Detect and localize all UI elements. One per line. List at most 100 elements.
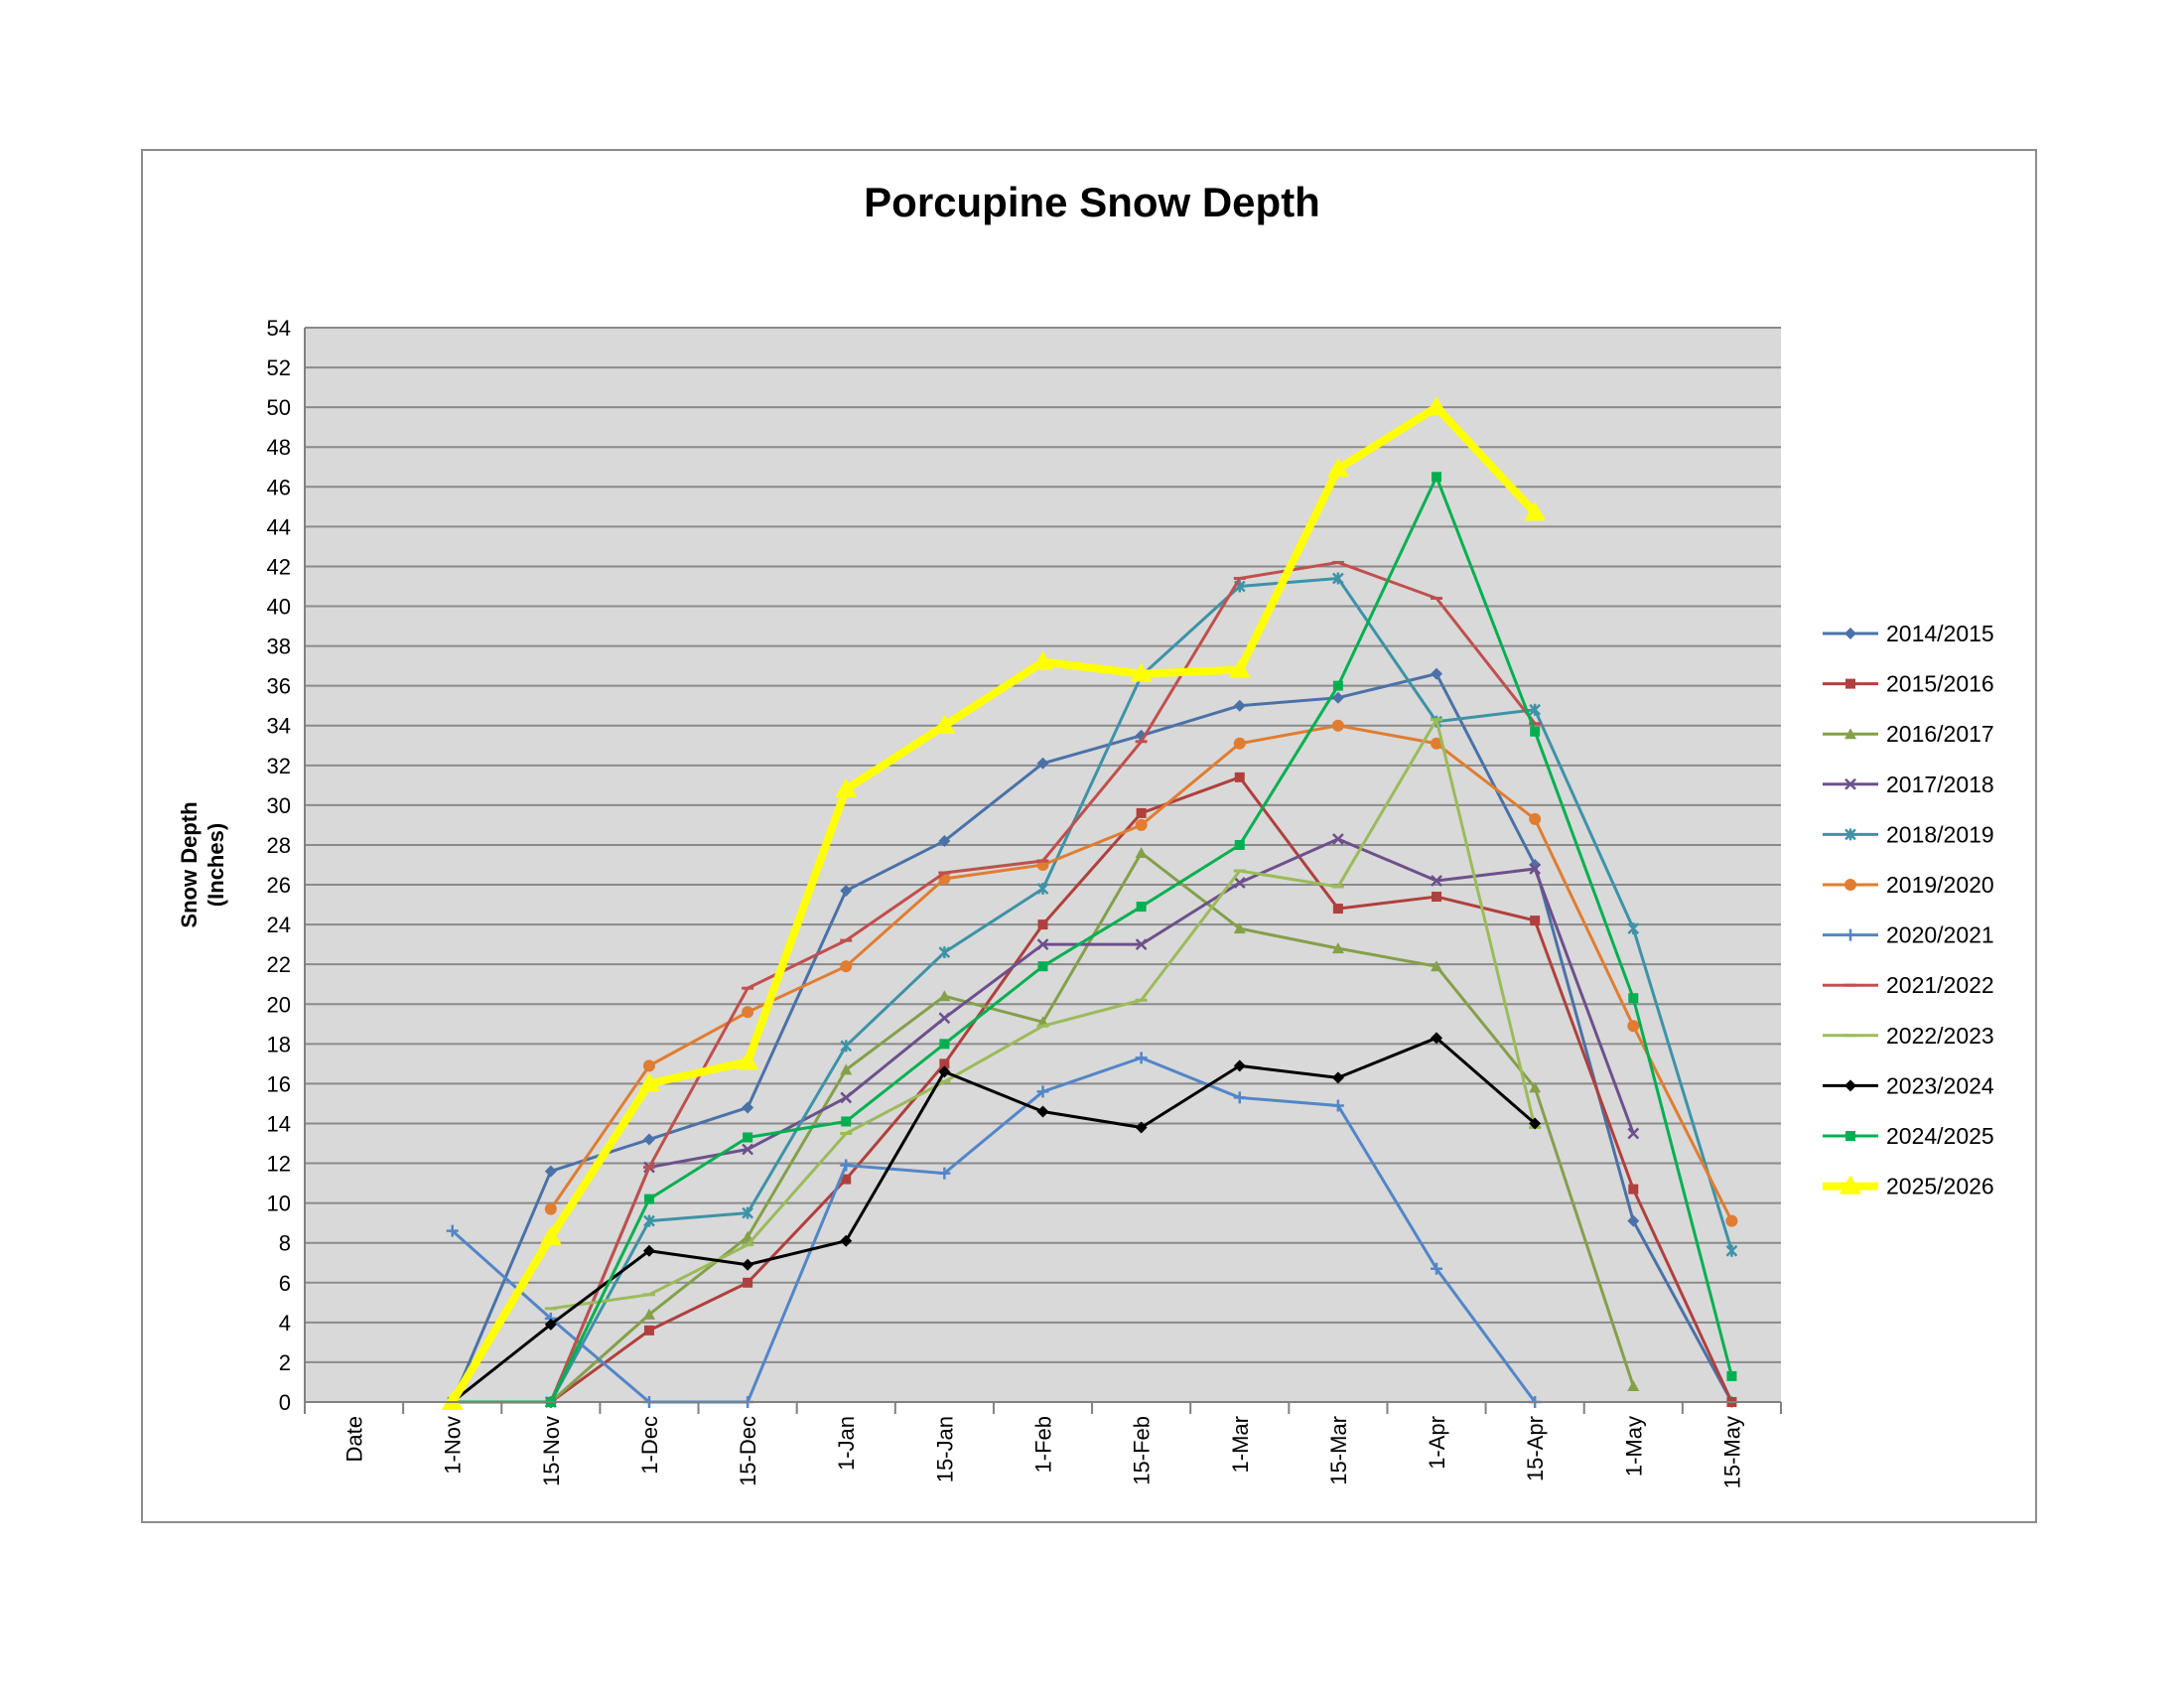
x-tick-label: 15-Mar [1326, 1416, 1351, 1485]
data-point [742, 1230, 754, 1242]
series-2020-2021 [446, 1052, 1542, 1408]
data-point [1228, 658, 1251, 678]
series-line [549, 837, 1635, 1403]
data-point [1627, 922, 1640, 935]
data-point [544, 1202, 557, 1215]
data-point [840, 1040, 853, 1053]
data-point [643, 1325, 654, 1336]
data-point [1136, 902, 1147, 913]
chart-title: Porcupine Snow Depth [864, 179, 1320, 225]
legend-label: 2014/2015 [1886, 621, 1994, 646]
legend-item: 2016/2017 [1823, 721, 1994, 747]
y-tick-label: 42 [267, 554, 291, 579]
data-point [1332, 680, 1343, 691]
data-point [1628, 1184, 1639, 1195]
data-point [1627, 1127, 1640, 1140]
y-tick-label: 26 [267, 873, 291, 898]
data-point [1431, 737, 1443, 750]
data-point [1036, 1105, 1049, 1118]
y-tick-label: 54 [267, 316, 291, 341]
data-point [1844, 928, 1856, 941]
series-line [449, 403, 1539, 1405]
data-point [939, 1039, 950, 1050]
data-point [1332, 572, 1344, 585]
series-2019-2020 [544, 719, 1738, 1227]
legend-label: 2016/2017 [1886, 721, 1994, 747]
legend-item: 2014/2015 [1823, 621, 1994, 646]
data-point [1529, 703, 1542, 716]
y-axis-title: Snow Depth(Inches) [177, 801, 228, 927]
data-point [1844, 1079, 1856, 1092]
data-point [1331, 719, 1344, 732]
legend-item: 2015/2016 [1823, 671, 1994, 697]
data-point [642, 1059, 655, 1072]
y-tick-label: 24 [267, 913, 291, 937]
data-point [1037, 961, 1048, 972]
data-point [938, 990, 951, 1002]
y-tick-label: 32 [267, 754, 291, 778]
y-tick-label: 8 [279, 1231, 291, 1256]
axes: 0246810121416182022242628303234363840424… [177, 316, 1782, 1488]
data-point [637, 1072, 660, 1092]
data-point [544, 1165, 557, 1178]
data-point [1331, 942, 1344, 954]
y-tick-label: 44 [267, 514, 291, 539]
y-tick-label: 40 [267, 595, 291, 620]
series-2024-2025 [447, 472, 1737, 1407]
data-point [840, 1159, 853, 1172]
legend-label: 2020/2021 [1886, 922, 1994, 948]
y-tick-label: 46 [267, 475, 291, 499]
data-point [742, 1143, 753, 1156]
data-point [737, 1051, 759, 1070]
data-point [1332, 833, 1344, 845]
legend-label: 2019/2020 [1886, 872, 1994, 898]
data-point [1331, 1099, 1344, 1112]
data-point [840, 1063, 853, 1075]
data-point [1135, 938, 1148, 951]
data-point [835, 777, 858, 797]
legend-item: 2020/2021 [1823, 922, 1994, 948]
data-point [643, 1194, 654, 1204]
data-point [742, 1206, 753, 1219]
data-point [642, 1244, 655, 1257]
legend-item: 2023/2024 [1823, 1072, 1994, 1098]
data-point [1426, 396, 1448, 416]
y-tick-label: 38 [267, 634, 291, 659]
data-point [742, 1258, 754, 1271]
data-point [1031, 650, 1054, 670]
data-point [1844, 879, 1856, 891]
data-point [1135, 846, 1148, 858]
data-point [840, 1091, 853, 1104]
y-tick-label: 20 [267, 992, 291, 1017]
y-tick-label: 16 [267, 1071, 291, 1096]
data-point [1845, 1131, 1855, 1141]
legend-label: 2024/2025 [1886, 1123, 1994, 1149]
data-point [1844, 728, 1856, 740]
data-point [1627, 1214, 1640, 1227]
y-tick-label: 34 [267, 714, 291, 739]
data-point [1529, 812, 1542, 825]
x-tick-label: 1-Jan [834, 1416, 859, 1471]
x-tick-label: 1-Feb [1031, 1416, 1056, 1473]
data-point [1326, 458, 1349, 478]
data-point [1036, 1085, 1049, 1098]
y-tick-label: 50 [267, 395, 291, 420]
legend-item: 2017/2018 [1823, 772, 1994, 797]
data-point [1725, 1244, 1738, 1257]
data-point [1331, 691, 1344, 704]
data-point [642, 1133, 655, 1146]
data-point [938, 1065, 951, 1078]
series-line [451, 1055, 1537, 1404]
data-point [840, 885, 853, 898]
data-point [1530, 915, 1541, 926]
data-point [1524, 501, 1547, 521]
data-point [1529, 1117, 1542, 1130]
data-point [742, 1101, 754, 1114]
x-tick-label: 15-Apr [1523, 1416, 1548, 1481]
legend-item: 2022/2023 [1823, 1023, 1994, 1049]
data-point [539, 1225, 562, 1245]
x-tick-label: 15-Jan [932, 1416, 957, 1482]
series-line [451, 672, 1733, 1403]
y-tick-label: 18 [267, 1032, 291, 1056]
data-point [1628, 993, 1639, 1004]
